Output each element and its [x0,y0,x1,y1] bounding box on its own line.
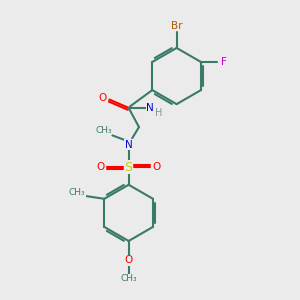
Text: N: N [146,103,154,113]
Text: H: H [154,108,162,118]
Text: O: O [124,255,133,265]
Text: O: O [97,162,105,172]
Text: S: S [124,160,133,173]
Text: N: N [125,140,133,150]
Text: Br: Br [171,21,182,31]
Text: CH₃: CH₃ [120,274,137,283]
Text: CH₃: CH₃ [95,125,112,134]
Text: O: O [152,162,160,172]
Text: F: F [221,57,227,67]
Text: O: O [99,93,107,103]
Text: CH₃: CH₃ [68,188,85,197]
